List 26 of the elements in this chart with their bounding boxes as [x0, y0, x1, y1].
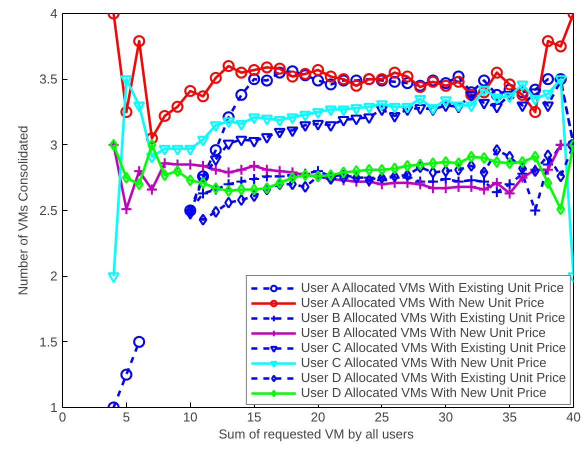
legend-label: User B Allocated VMs With New Unit Price	[300, 325, 546, 340]
y-tick-label: 2.5	[39, 203, 58, 218]
y-tick-label: 4	[50, 6, 58, 21]
y-axis-title: Number of VMs Consolidated	[15, 126, 30, 296]
x-tick-label: 15	[246, 410, 262, 424]
x-tick-label: 20	[310, 410, 326, 424]
y-tick-label: 3.5	[39, 72, 58, 87]
x-tick-label: 0	[58, 410, 66, 424]
legend-label: User B Allocated VMs With Existing Unit Price	[300, 310, 566, 325]
legend-label: User A Allocated VMs With New Unit Price	[300, 295, 544, 310]
y-tick-label: 1	[50, 400, 58, 415]
legend-label: User A Allocated VMs With Existing Unit Price	[300, 280, 564, 295]
x-tick-label: 35	[502, 410, 517, 424]
y-tick-label: 1.5	[39, 334, 58, 350]
x-tick-label: 25	[374, 410, 390, 424]
x-tick-label: 5	[122, 410, 130, 424]
x-axis-title: Sum of requested VM by all users	[218, 426, 414, 442]
y-tick-label: 3	[50, 137, 58, 152]
x-tick-label: 30	[438, 410, 453, 424]
legend-label: User D Allocated VMs With Existing Unit Price	[300, 370, 566, 385]
legend-label: User C Allocated VMs With Existing Unit Price	[300, 340, 566, 355]
x-tick-label: 40	[566, 410, 581, 424]
x-tick-label: 10	[183, 410, 198, 424]
legend-label: User C Allocated VMs With New Unit Price	[300, 355, 546, 370]
legend-label: User D Allocated VMs With New Unit Price	[300, 385, 546, 400]
y-tick-label: 2	[50, 268, 58, 284]
